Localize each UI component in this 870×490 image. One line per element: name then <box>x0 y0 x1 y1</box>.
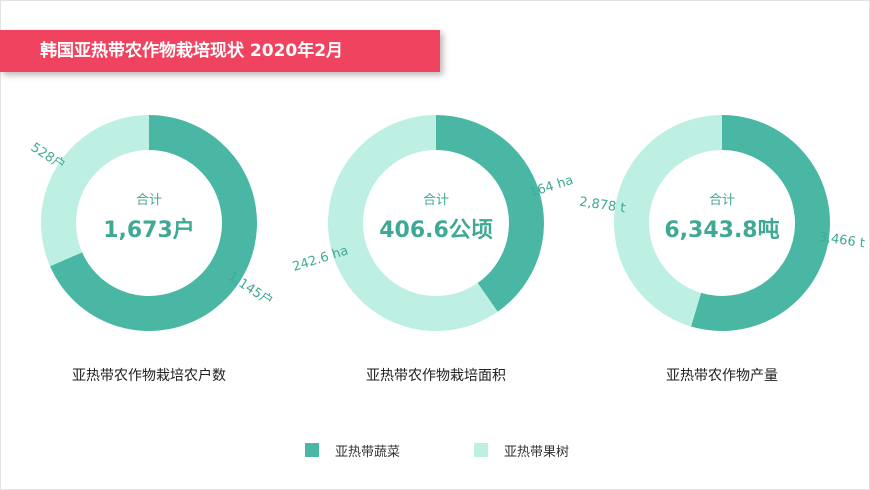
slice-data-label-2-1: 164 ha <box>528 173 576 201</box>
slice-data-label-3-2: 2,878 t <box>578 195 626 217</box>
legend-swatch-vegetables <box>305 443 319 457</box>
chart-caption-2: 亚热带农作物栽培面积 <box>366 368 506 384</box>
center-total-value-3: 6,343.8吨 <box>664 218 779 243</box>
center-total-label-2: 合计 <box>423 193 449 208</box>
donut-slice-3-2 <box>614 115 722 327</box>
center-total-value-1: 1,673户 <box>103 217 195 243</box>
donut-slice-2-2 <box>327 115 498 331</box>
chart-caption-1: 亚热带农作物栽培农户数 <box>72 367 226 384</box>
center-total-label-1: 合计 <box>136 193 162 208</box>
legend-label-fruit-trees: 亚热带果树 <box>504 444 570 460</box>
page-title: 韩国亚热带农作物栽培现状 2020年2月 <box>40 41 344 61</box>
legend-item-vegetables: 亚热带蔬菜 <box>305 440 400 460</box>
donut-slice-2-1 <box>436 115 544 312</box>
center-total-label-3: 合计 <box>709 193 735 208</box>
legend-item-fruit-trees: 亚热带果树 <box>474 440 569 460</box>
title-banner: 韩国亚热带农作物栽培现状 2020年2月 <box>0 30 440 72</box>
donut-slice-1-1 <box>50 115 257 332</box>
legend-label-vegetables: 亚热带蔬菜 <box>335 444 401 460</box>
slice-data-label-3-1: 3,466 t <box>818 230 866 252</box>
donut-slice-1-2 <box>41 115 149 267</box>
slice-data-label-1-2: 528户 <box>28 139 68 173</box>
chart-caption-3: 亚热带农作物产量 <box>666 368 778 384</box>
center-total-value-2: 406.6公顷 <box>379 218 493 243</box>
legend-swatch-fruit-trees <box>474 443 488 457</box>
donut-slice-3-1 <box>690 115 830 331</box>
